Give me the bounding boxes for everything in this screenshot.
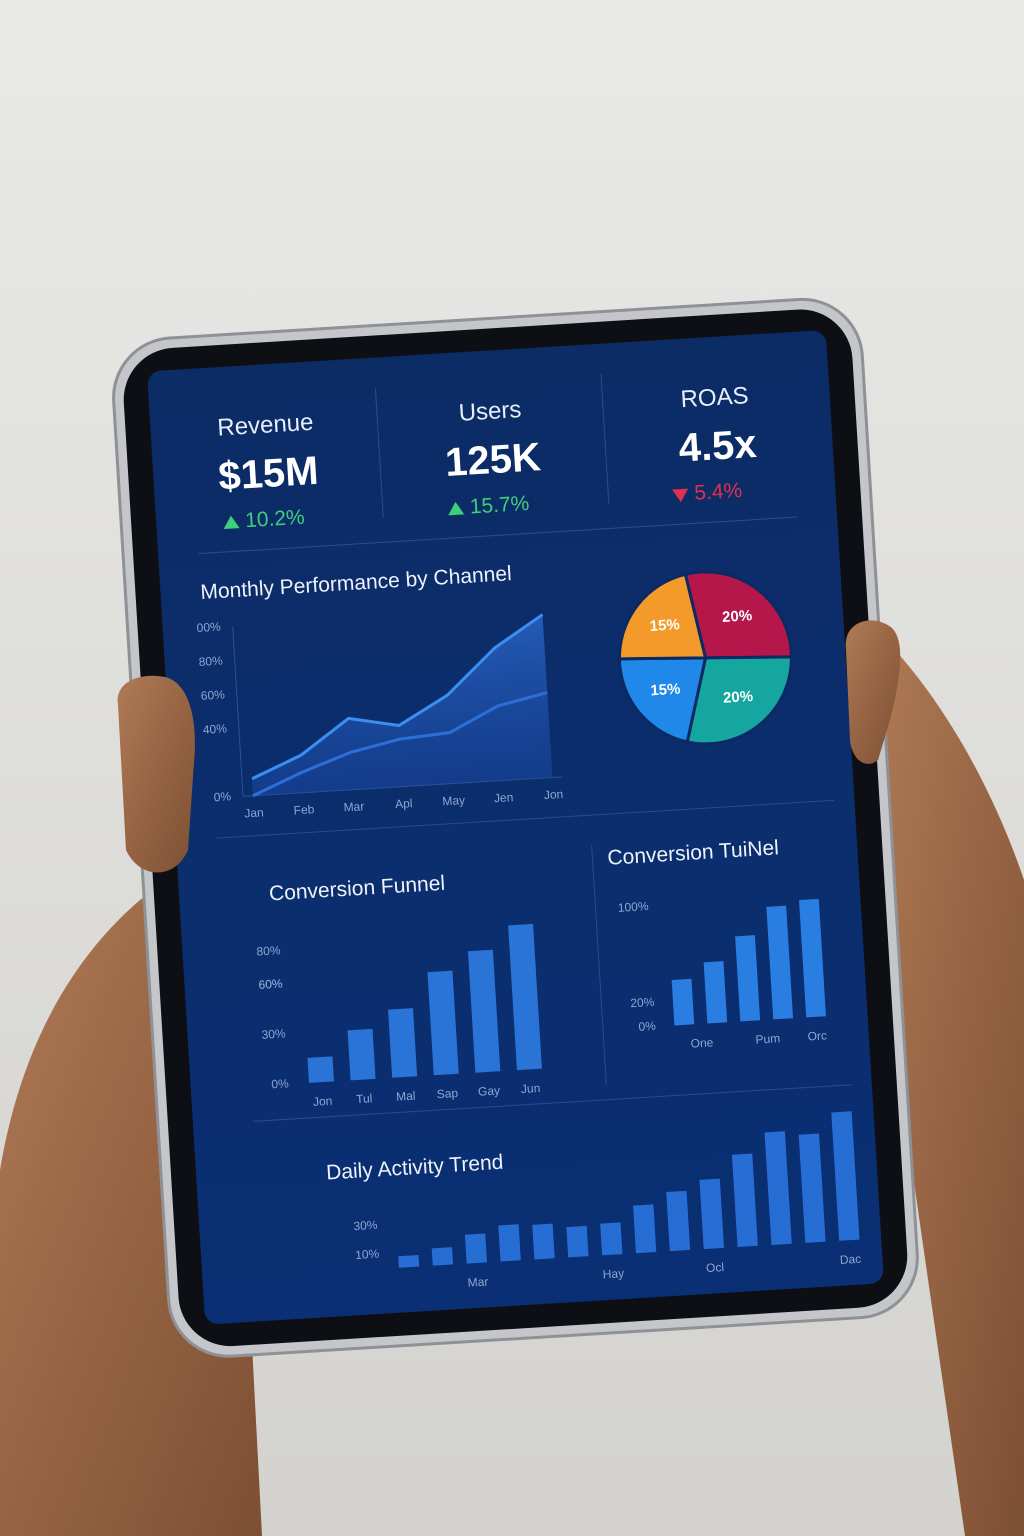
bar bbox=[799, 898, 826, 1018]
x-tick-label: Jon bbox=[313, 1094, 333, 1109]
y-tick-label: 0% bbox=[271, 1076, 289, 1091]
bar bbox=[633, 1204, 657, 1254]
bar bbox=[347, 1028, 376, 1081]
bar bbox=[766, 905, 794, 1020]
bar bbox=[431, 1247, 454, 1266]
divider bbox=[198, 516, 798, 555]
x-tick-label: Orc bbox=[807, 1028, 827, 1043]
x-tick-label: Dac bbox=[839, 1252, 861, 1267]
bar bbox=[307, 1056, 334, 1083]
y-tick-label: 60% bbox=[258, 976, 283, 991]
kpi-arrow bbox=[223, 515, 240, 530]
bar bbox=[764, 1131, 792, 1245]
left-thumb bbox=[117, 675, 195, 873]
kpi-label: Users bbox=[458, 396, 522, 427]
tablet: Revenue $15M 10.2% Users 125K 15.7% ROAS 4.5x 5.… bbox=[112, 297, 919, 1358]
bar bbox=[666, 1190, 691, 1252]
x-tick-label: Tul bbox=[356, 1091, 373, 1106]
right-hand bbox=[870, 650, 1024, 1536]
x-tick-label: Jun bbox=[521, 1081, 541, 1096]
bar bbox=[464, 1233, 487, 1264]
kpi-change: 5.4% bbox=[694, 479, 743, 505]
screen: Revenue $15M 10.2% Users 125K 15.7% ROAS 4.5x 5.… bbox=[147, 330, 884, 1324]
x-tick-label: Mar bbox=[343, 799, 364, 814]
kpi-arrow bbox=[448, 501, 465, 516]
x-tick-label: Jon bbox=[543, 787, 563, 802]
bar bbox=[600, 1222, 623, 1256]
x-tick-label: Jen bbox=[494, 790, 514, 805]
area bbox=[251, 614, 553, 796]
kpi-label: ROAS bbox=[680, 382, 750, 413]
pie-label: 15% bbox=[649, 616, 680, 635]
pie-slice bbox=[685, 655, 793, 746]
x-tick-label: May bbox=[442, 793, 465, 808]
pie-slice bbox=[683, 570, 793, 660]
x-tick-label: Sap bbox=[436, 1086, 458, 1101]
kpi-value: 125K bbox=[444, 435, 542, 485]
bar bbox=[508, 923, 542, 1071]
bar bbox=[398, 1254, 420, 1268]
kpi-arrow bbox=[672, 488, 689, 503]
line bbox=[251, 613, 544, 781]
kpi-value: 4.5x bbox=[677, 422, 757, 471]
y-tick-label: 80% bbox=[198, 654, 223, 669]
y-tick-label: 20% bbox=[630, 995, 655, 1010]
kpi-change: 15.7% bbox=[469, 492, 530, 519]
pie-slice bbox=[617, 572, 708, 661]
kpi-value: $15M bbox=[217, 449, 320, 499]
bar bbox=[388, 1008, 418, 1078]
x-tick-label: Ocl bbox=[706, 1260, 725, 1275]
pie-label: 20% bbox=[722, 607, 753, 626]
bar bbox=[671, 978, 695, 1026]
bar bbox=[798, 1133, 826, 1243]
x-tick-label: Apl bbox=[395, 796, 413, 811]
y-tick-label: 100% bbox=[617, 899, 649, 915]
bar bbox=[467, 949, 501, 1073]
divider bbox=[215, 799, 835, 839]
y-tick-label: 0% bbox=[213, 789, 231, 804]
y-tick-label: 60% bbox=[200, 687, 225, 702]
bar bbox=[703, 961, 728, 1024]
x-tick-label: Hay bbox=[602, 1266, 624, 1281]
pie-label: 20% bbox=[723, 688, 754, 707]
bar bbox=[566, 1225, 589, 1258]
kpi-change: 10.2% bbox=[245, 506, 306, 533]
right-thumb bbox=[845, 620, 901, 764]
x-tick-label: Mal bbox=[396, 1089, 416, 1104]
y-tick-label: 60% bbox=[258, 976, 283, 991]
y-tick-label: 00% bbox=[196, 620, 221, 635]
bar bbox=[735, 935, 761, 1022]
y-tick-label: 10% bbox=[355, 1247, 380, 1262]
pie-label: 15% bbox=[650, 681, 681, 700]
bar bbox=[699, 1178, 725, 1250]
x-tick-label: Pum bbox=[755, 1031, 780, 1046]
y-tick-label: 0% bbox=[638, 1019, 656, 1034]
x-tick-label: Feb bbox=[293, 802, 315, 817]
x-tick-label: Jan bbox=[244, 805, 264, 820]
y-tick-label: 30% bbox=[353, 1218, 378, 1233]
y-tick-label: 40% bbox=[202, 721, 227, 736]
y-tick-label: 30% bbox=[261, 1026, 286, 1041]
x-tick-label: Mar bbox=[467, 1274, 488, 1289]
y-tick-label: 80% bbox=[256, 943, 281, 958]
divider bbox=[600, 373, 610, 504]
divider bbox=[374, 387, 384, 518]
pie-slice bbox=[617, 656, 708, 744]
bar bbox=[427, 970, 459, 1076]
kpi-label: Revenue bbox=[217, 409, 315, 442]
bar bbox=[831, 1111, 860, 1241]
x-tick-label: Gay bbox=[478, 1083, 501, 1098]
divider bbox=[252, 1084, 852, 1122]
bar bbox=[731, 1153, 758, 1248]
line bbox=[252, 691, 548, 798]
x-tick-label: One bbox=[690, 1035, 714, 1050]
bar bbox=[498, 1224, 521, 1262]
divider bbox=[591, 845, 607, 1085]
bar bbox=[532, 1223, 555, 1260]
